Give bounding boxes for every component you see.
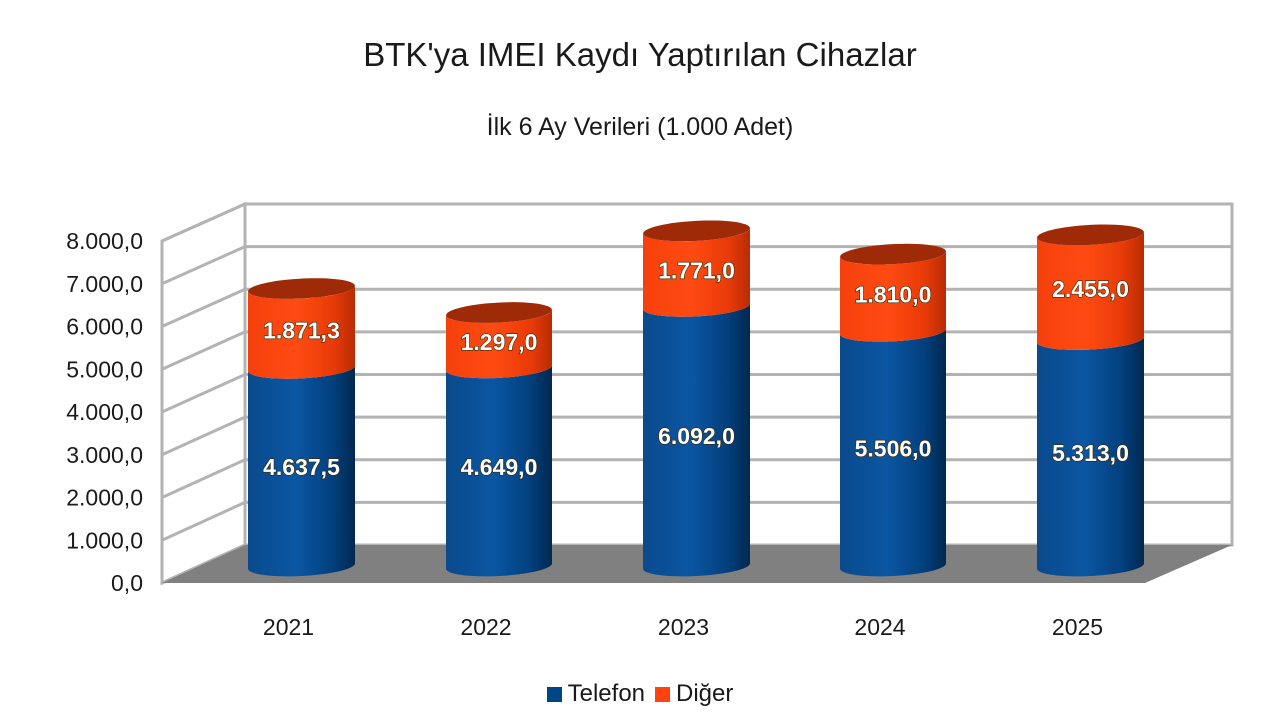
gridline-side	[161, 245, 246, 286]
gridline-side	[161, 202, 246, 243]
data-label-telefon: 4.649,0	[461, 454, 538, 480]
y-tick-label: 1.000,0	[66, 527, 143, 553]
cylinder-top	[248, 278, 355, 299]
segment-diğer	[446, 309, 553, 379]
bar-2023: 6.092,0 1.771,0	[643, 220, 751, 577]
data-label-telefon: 6.092,0	[658, 423, 735, 449]
bar-2024: 5.506,0 1.810,0	[840, 243, 947, 577]
x-axis: 2021 2022 2023 2024 2025	[263, 614, 1103, 640]
y-axis: 0,0 1.000,0 2.000,0 3.000,0 4.000,0 5.000,0 6.…	[66, 228, 143, 596]
bar-2022: 4.649,0 1.297,0	[446, 302, 553, 577]
segment-telefon	[840, 328, 947, 577]
data-label-diğer: 2.455,0	[1052, 276, 1129, 302]
legend-label-telefon: Telefon	[567, 680, 646, 707]
x-tick-label: 2022	[460, 614, 511, 640]
data-label-diğer: 1.297,0	[461, 329, 538, 355]
legend-item-telefon: Telefon	[546, 680, 646, 708]
y-tick-label: 5.000,0	[66, 356, 143, 382]
y-tick-label: 6.000,0	[66, 314, 143, 340]
gridline-side	[161, 501, 246, 542]
segment-telefon	[446, 365, 553, 577]
y-tick-label: 3.000,0	[66, 442, 143, 468]
gridline-side	[161, 287, 246, 328]
y-tick-label: 4.000,0	[66, 399, 143, 425]
legend-swatch-diger	[655, 686, 671, 702]
y-tick-label: 0,0	[111, 570, 143, 596]
segment-telefon	[248, 365, 356, 577]
segment-diğer	[248, 285, 356, 379]
bar-2025: 5.313,0 2.455,0	[1037, 224, 1145, 577]
y-tick-label: 7.000,0	[66, 271, 143, 297]
chart-title: BTK'ya IMEI Kaydı Yaptırılan Cihazlar	[363, 36, 917, 73]
segment-telefon	[1037, 336, 1145, 577]
legend-label-diger: Diğer	[676, 680, 734, 707]
data-label-diğer: 1.771,0	[658, 258, 735, 284]
x-tick-label: 2023	[658, 614, 709, 640]
y-tick-label: 8.000,0	[66, 228, 143, 254]
chart-subtitle: İlk 6 Ay Verileri (1.000 Adet)	[486, 113, 794, 141]
x-tick-label: 2021	[263, 614, 314, 640]
gridline-side	[161, 373, 246, 414]
legend-swatch-telefon	[546, 686, 562, 702]
segment-telefon	[643, 303, 751, 577]
y-tick-label: 2.000,0	[66, 485, 143, 511]
gridline-side	[161, 415, 246, 457]
x-tick-label: 2024	[854, 614, 905, 640]
segment-diğer	[643, 228, 751, 317]
bar-2021: 4.637,5 1.871,3	[248, 278, 356, 577]
gridline-side	[161, 330, 246, 371]
gridline-side	[161, 458, 246, 499]
data-label-diğer: 1.871,3	[263, 317, 340, 343]
segment-diğer	[1037, 232, 1145, 350]
cylinder-top	[1037, 224, 1144, 246]
legend-item-diger: Diğer	[655, 680, 733, 708]
segment-diğer	[840, 251, 947, 342]
bars: 4.637,5 1.871,3 4.649,0 1.297,0 6.092,0 1.771…	[248, 220, 1145, 577]
data-label-telefon: 5.313,0	[1052, 440, 1129, 466]
data-label-telefon: 5.506,0	[855, 436, 932, 462]
cylinder-top	[643, 220, 750, 242]
cylinder-top	[446, 302, 552, 323]
data-label-diğer: 1.810,0	[855, 282, 932, 308]
cylinder-top	[840, 243, 946, 265]
data-label-telefon: 4.637,5	[263, 454, 340, 480]
legend: Telefon Diğer	[0, 680, 1280, 708]
x-tick-label: 2025	[1052, 614, 1103, 640]
